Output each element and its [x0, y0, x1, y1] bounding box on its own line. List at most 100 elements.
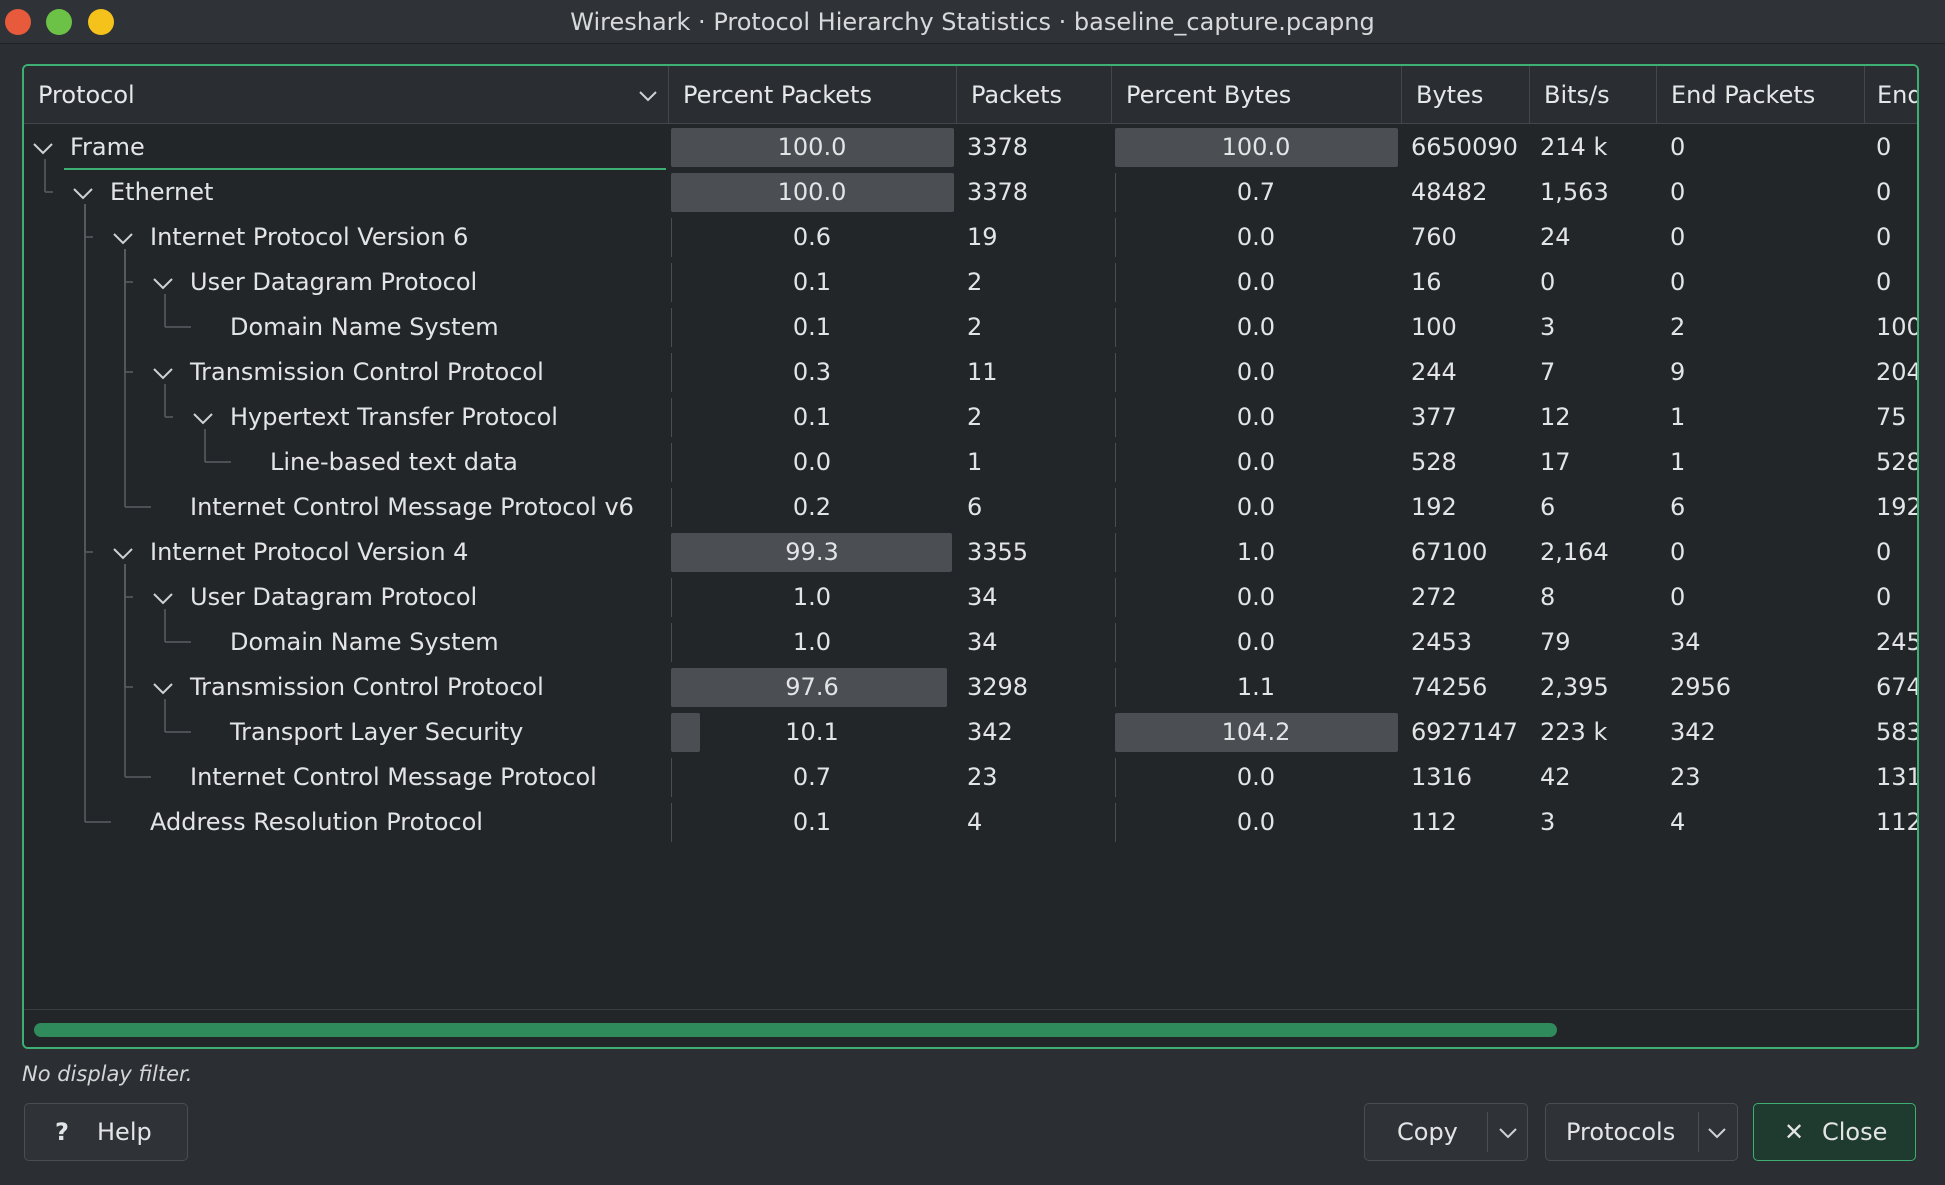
packets-cell: 6 — [967, 493, 983, 521]
table-row[interactable]: Internet Control Message Protocol 0.7 23 0.… — [24, 755, 1917, 800]
protocol-cell[interactable]: Ethernet — [24, 170, 667, 215]
bits-per-second-cell: 79 — [1540, 628, 1571, 656]
selection-underline — [64, 168, 666, 170]
chevron-down-icon[interactable] — [1497, 1123, 1519, 1143]
protocol-cell[interactable]: Frame — [24, 125, 667, 170]
protocol-cell[interactable]: Domain Name System — [24, 305, 667, 350]
percent-bar — [671, 398, 672, 437]
column-header-end-packets[interactable]: End Packets — [1657, 66, 1865, 124]
protocol-cell[interactable]: Transmission Control Protocol — [24, 665, 667, 710]
percent-bar — [1115, 128, 1398, 167]
percent-packets-cell: 99.3 — [669, 530, 955, 575]
packets-cell: 2 — [967, 268, 983, 296]
expand-chevron-icon[interactable] — [32, 137, 54, 159]
table-row[interactable]: Frame 100.0 3378 100.0 6650090 214 k 0 0 — [24, 125, 1917, 170]
packets-cell: 3378 — [967, 133, 1029, 161]
tree-lines — [44, 159, 231, 823]
column-header-end-bytes[interactable]: End — [1865, 66, 1917, 124]
table-row[interactable]: Hypertext Transfer Protocol 0.1 2 0.0 377 12 1… — [24, 395, 1917, 440]
expand-chevron-icon[interactable] — [152, 677, 174, 699]
close-icon: ✕ — [1784, 1118, 1805, 1146]
expand-chevron-icon[interactable] — [192, 407, 214, 429]
percent-bytes-value: 0.0 — [1236, 223, 1276, 251]
protocol-cell[interactable]: User Datagram Protocol — [24, 575, 667, 620]
end-bytes-cell: 0 — [1876, 538, 1892, 566]
percent-bar — [1115, 623, 1116, 662]
table-row[interactable]: Domain Name System 0.1 2 0.0 100 3 2 100 — [24, 305, 1917, 350]
protocol-cell[interactable]: Transport Layer Security — [24, 710, 667, 755]
table-row[interactable]: Domain Name System 1.0 34 0.0 2453 79 34 2453 — [24, 620, 1917, 665]
protocol-cell[interactable]: Internet Protocol Version 4 — [24, 530, 667, 575]
expand-chevron-icon[interactable] — [72, 182, 94, 204]
percent-bytes-value: 0.0 — [1236, 403, 1276, 431]
table-row[interactable]: Transmission Control Protocol 0.3 11 0.0 244… — [24, 350, 1917, 395]
expand-chevron-icon[interactable] — [112, 227, 134, 249]
column-header-packets[interactable]: Packets — [957, 66, 1112, 124]
table-row[interactable]: Internet Control Message Protocol v6 0.2 6… — [24, 485, 1917, 530]
table-row[interactable]: User Datagram Protocol 0.1 2 0.0 16 0 0 0 — [24, 260, 1917, 305]
window-maximize-button[interactable] — [88, 9, 114, 35]
horizontal-scrollbar[interactable] — [24, 1009, 1917, 1047]
end-packets-cell: 6 — [1670, 493, 1686, 521]
table-row[interactable]: Address Resolution Protocol 0.1 4 0.0 112 3 4 1… — [24, 800, 1917, 845]
percent-bar — [671, 803, 672, 842]
expand-chevron-icon[interactable] — [152, 362, 174, 384]
protocol-name: Frame — [70, 133, 145, 161]
column-header-bytes[interactable]: Bytes — [1402, 66, 1530, 124]
percent-bar — [1115, 578, 1116, 617]
table-row[interactable]: Ethernet 100.0 3378 0.7 48482 1,563 0 0 — [24, 170, 1917, 215]
table-row[interactable]: Transmission Control Protocol 97.6 3298 1.1… — [24, 665, 1917, 710]
close-button[interactable]: ✕ Close — [1753, 1103, 1916, 1161]
bytes-cell: 74256 — [1411, 673, 1488, 701]
packets-cell: 2 — [967, 403, 983, 431]
protocols-button[interactable]: Protocols — [1545, 1103, 1738, 1161]
table-row[interactable]: Internet Protocol Version 4 99.3 3355 1.0 67… — [24, 530, 1917, 575]
percent-packets-value: 100.0 — [777, 133, 847, 161]
table-row[interactable]: User Datagram Protocol 1.0 34 0.0 272 8 0 0 — [24, 575, 1917, 620]
help-button[interactable]: ? Help — [24, 1103, 188, 1161]
protocol-cell[interactable]: User Datagram Protocol — [24, 260, 667, 305]
percent-bar — [671, 263, 672, 302]
protocol-cell[interactable]: Transmission Control Protocol — [24, 350, 667, 395]
protocol-cell[interactable]: Internet Protocol Version 6 — [24, 215, 667, 260]
percent-bytes-value: 0.0 — [1236, 628, 1276, 656]
window-minimize-button[interactable] — [46, 9, 72, 35]
bits-per-second-cell: 7 — [1540, 358, 1556, 386]
percent-packets-cell: 10.1 — [669, 710, 955, 755]
protocol-hierarchy-table[interactable]: Protocol Percent Packets Packets Percent… — [22, 64, 1919, 1049]
percent-bytes-value: 0.0 — [1236, 358, 1276, 386]
protocol-name: Transport Layer Security — [230, 718, 524, 746]
expand-chevron-icon[interactable] — [152, 272, 174, 294]
protocol-name: Address Resolution Protocol — [150, 808, 483, 836]
percent-packets-value: 1.0 — [792, 628, 832, 656]
bits-per-second-cell: 6 — [1540, 493, 1556, 521]
copy-button[interactable]: Copy — [1364, 1103, 1528, 1161]
protocol-cell[interactable]: Internet Control Message Protocol — [24, 755, 667, 800]
scrollbar-thumb[interactable] — [34, 1023, 1557, 1037]
expand-chevron-icon[interactable] — [152, 587, 174, 609]
protocol-cell[interactable]: Line-based text data — [24, 440, 667, 485]
percent-packets-value: 0.0 — [792, 448, 832, 476]
percent-packets-cell: 100.0 — [669, 125, 955, 170]
column-header-percent-bytes[interactable]: Percent Bytes — [1112, 66, 1402, 124]
column-header-percent-packets[interactable]: Percent Packets — [669, 66, 957, 124]
protocol-cell[interactable]: Domain Name System — [24, 620, 667, 665]
chevron-down-icon[interactable] — [1706, 1123, 1728, 1143]
bytes-cell: 760 — [1411, 223, 1457, 251]
protocol-cell[interactable]: Internet Control Message Protocol v6 — [24, 485, 667, 530]
column-header-bits-per-second[interactable]: Bits/s — [1530, 66, 1657, 124]
table-row[interactable]: Transport Layer Security 10.1 342 104.2 6927… — [24, 710, 1917, 755]
help-icon: ? — [55, 1118, 69, 1146]
bits-per-second-cell: 2,395 — [1540, 673, 1609, 701]
protocol-cell[interactable]: Address Resolution Protocol — [24, 800, 667, 845]
protocol-cell[interactable]: Hypertext Transfer Protocol — [24, 395, 667, 440]
end-bytes-cell: 528 — [1876, 448, 1919, 476]
table-row[interactable]: Internet Protocol Version 6 0.6 19 0.0 760 24… — [24, 215, 1917, 260]
percent-bytes-cell: 0.0 — [1113, 395, 1399, 440]
column-header-protocol[interactable]: Protocol — [24, 66, 669, 124]
protocol-name: User Datagram Protocol — [190, 583, 478, 611]
table-row[interactable]: Line-based text data 0.0 1 0.0 528 17 1 528 — [24, 440, 1919, 485]
window-close-button[interactable] — [5, 9, 31, 35]
expand-chevron-icon[interactable] — [112, 542, 134, 564]
percent-bytes-cell: 0.0 — [1113, 350, 1399, 395]
